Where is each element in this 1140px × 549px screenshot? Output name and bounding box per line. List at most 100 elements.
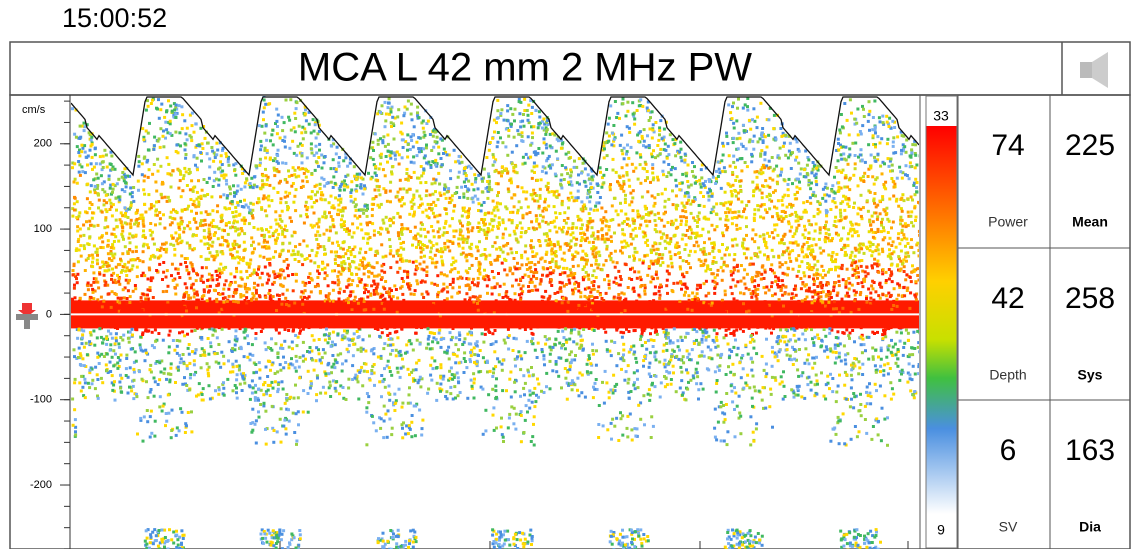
doppler-pixel — [451, 286, 454, 289]
doppler-pixel — [713, 228, 716, 231]
doppler-pixel — [388, 102, 391, 105]
doppler-pixel — [714, 276, 717, 279]
doppler-pixel — [687, 195, 690, 198]
doppler-pixel — [266, 241, 269, 244]
doppler-pixel — [189, 227, 192, 230]
doppler-pixel — [789, 306, 792, 309]
doppler-pixel — [606, 154, 609, 157]
doppler-pixel — [79, 174, 82, 177]
doppler-pixel — [342, 159, 345, 162]
doppler-pixel — [363, 291, 366, 294]
doppler-pixel — [834, 268, 837, 271]
doppler-pixel — [415, 279, 418, 282]
doppler-pixel — [471, 264, 474, 267]
doppler-pixel — [553, 205, 556, 208]
doppler-pixel — [432, 229, 435, 232]
doppler-pixel — [502, 236, 505, 239]
doppler-pixel — [661, 261, 664, 264]
doppler-pixel — [156, 108, 159, 111]
doppler-pixel — [116, 274, 119, 277]
doppler-pixel — [567, 227, 570, 230]
doppler-pixel — [667, 221, 670, 224]
doppler-pixel — [88, 235, 91, 238]
doppler-pixel — [104, 284, 107, 287]
doppler-pixel — [851, 274, 854, 277]
doppler-pixel — [348, 233, 351, 236]
doppler-pixel — [521, 227, 524, 230]
doppler-pixel — [448, 225, 451, 228]
doppler-pixel — [337, 278, 340, 281]
doppler-pixel — [581, 250, 584, 253]
doppler-pixel — [103, 203, 106, 206]
doppler-pixel — [476, 198, 479, 201]
doppler-pixel — [680, 288, 683, 291]
doppler-pixel — [715, 213, 718, 216]
doppler-pixel — [872, 231, 875, 234]
doppler-pixel — [380, 227, 383, 230]
doppler-pixel — [514, 108, 517, 111]
doppler-pixel — [438, 236, 441, 239]
doppler-pixel — [571, 258, 574, 261]
doppler-pixel — [233, 247, 236, 250]
doppler-pixel — [162, 145, 165, 148]
doppler-pixel — [294, 258, 297, 261]
doppler-pixel — [634, 167, 637, 170]
doppler-pixel — [421, 293, 424, 296]
doppler-pixel — [876, 135, 879, 138]
doppler-pixel — [372, 158, 375, 161]
doppler-pixel — [380, 203, 383, 206]
doppler-pixel — [519, 298, 522, 301]
doppler-pixel — [389, 154, 392, 157]
doppler-pixel — [437, 198, 440, 201]
doppler-pixel — [165, 109, 168, 112]
doppler-pixel — [689, 236, 692, 239]
doppler-pixel — [97, 206, 100, 209]
doppler-pixel — [393, 152, 396, 155]
doppler-pixel — [454, 260, 457, 263]
doppler-pixel — [800, 167, 803, 170]
doppler-pixel — [125, 279, 128, 282]
doppler-pixel — [399, 188, 402, 191]
doppler-pixel — [651, 137, 654, 140]
doppler-pixel — [912, 225, 915, 228]
doppler-pixel — [871, 280, 874, 283]
doppler-pixel — [189, 261, 192, 264]
doppler-pixel — [305, 201, 308, 204]
doppler-pixel — [401, 132, 404, 135]
doppler-pixel — [861, 159, 864, 162]
doppler-pixel — [704, 259, 707, 262]
doppler-pixel — [272, 143, 275, 146]
doppler-pixel — [422, 127, 425, 130]
doppler-pixel — [449, 169, 452, 172]
doppler-pixel — [768, 160, 771, 163]
doppler-pixel — [801, 248, 804, 251]
doppler-pixel — [250, 177, 253, 180]
doppler-pixel — [396, 195, 399, 198]
doppler-pixel — [304, 108, 307, 111]
doppler-pixel — [385, 216, 388, 219]
doppler-pixel — [775, 165, 778, 168]
doppler-pixel — [745, 256, 748, 259]
doppler-pixel — [867, 120, 870, 123]
doppler-pixel — [351, 279, 354, 282]
doppler-pixel — [776, 215, 779, 218]
doppler-pixel — [495, 304, 498, 307]
doppler-pixel — [216, 210, 219, 213]
doppler-pixel — [553, 243, 556, 246]
doppler-pixel — [391, 165, 394, 168]
doppler-pixel — [359, 248, 362, 251]
doppler-pixel — [777, 199, 780, 202]
doppler-pixel — [98, 273, 101, 276]
doppler-pixel — [797, 270, 800, 273]
doppler-pixel — [397, 108, 400, 111]
doppler-pixel — [835, 307, 838, 310]
doppler-pixel — [602, 145, 605, 148]
doppler-pixel — [821, 197, 824, 200]
doppler-pixel — [581, 236, 584, 239]
doppler-pixel — [285, 201, 288, 204]
doppler-pixel — [790, 226, 793, 229]
doppler-pixel — [361, 261, 364, 264]
doppler-pixel — [847, 163, 850, 166]
doppler-pixel — [148, 149, 151, 152]
doppler-pixel — [651, 172, 654, 175]
